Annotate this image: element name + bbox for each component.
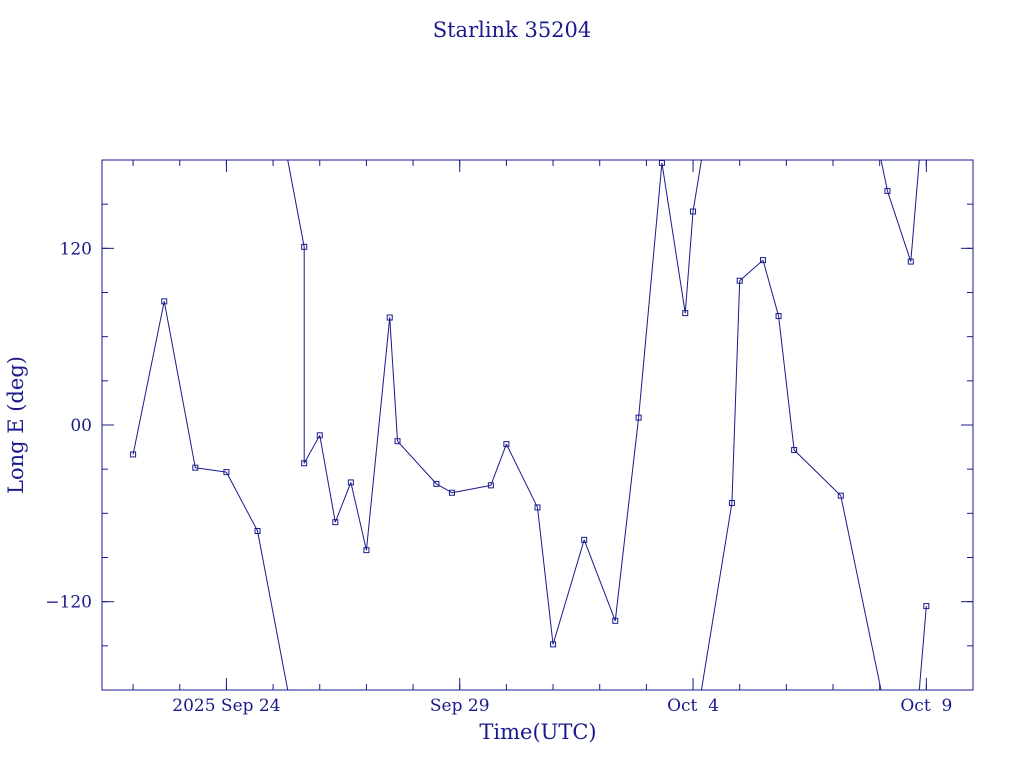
series-segment xyxy=(319,435,336,523)
data-point xyxy=(550,641,557,648)
data-point xyxy=(907,258,914,265)
data-point xyxy=(775,313,782,320)
series-segment xyxy=(334,482,352,523)
series-segment xyxy=(583,539,616,621)
data-point xyxy=(433,480,440,487)
series-segment xyxy=(739,259,764,282)
x-tick-label: 2025 Sep 24 xyxy=(172,696,280,716)
series-segment xyxy=(762,259,780,317)
series-segment xyxy=(700,502,733,690)
y-tick-label: 00 xyxy=(70,416,92,436)
data-point xyxy=(130,451,137,458)
data-point xyxy=(884,187,891,194)
data-point xyxy=(658,160,665,166)
data-point xyxy=(332,519,339,526)
series-segment xyxy=(692,160,702,212)
tick-labels: 2025 Sep 24 Sep 29 Oct 4 Oct 9 120 00 −120 xyxy=(45,239,952,716)
series-segment xyxy=(684,211,694,314)
series-segment xyxy=(389,317,399,442)
y-tick-label: 120 xyxy=(60,239,92,259)
series-segment xyxy=(490,443,507,486)
series-segment xyxy=(910,160,920,262)
data-point xyxy=(223,469,230,476)
series-segment xyxy=(225,471,258,532)
data-point xyxy=(690,208,697,215)
data-point xyxy=(487,482,494,489)
plot-frame xyxy=(101,159,974,691)
series-segment xyxy=(397,440,437,485)
data-point xyxy=(612,617,619,624)
series-segment xyxy=(880,160,888,192)
series-segment xyxy=(451,484,491,494)
y-axis-label: Long E (deg) xyxy=(4,356,28,494)
x-axis-label: Time(UTC) xyxy=(479,720,596,744)
data-point xyxy=(760,257,767,264)
series-segment xyxy=(918,606,927,690)
series-segment xyxy=(257,530,289,690)
x-tick-label: Sep 29 xyxy=(430,696,490,716)
series-segment xyxy=(195,467,227,473)
data-point xyxy=(534,504,541,511)
data-point xyxy=(254,528,261,534)
axis-ticks xyxy=(102,160,974,690)
series-segment xyxy=(365,317,391,551)
data-point xyxy=(448,489,455,496)
y-tick-label: −120 xyxy=(45,593,92,613)
series-segment xyxy=(886,190,912,262)
series-segment xyxy=(287,160,305,247)
series-segment xyxy=(778,315,795,451)
series-segment xyxy=(552,539,585,645)
data-point xyxy=(161,298,168,305)
data-point xyxy=(791,447,798,454)
data-point xyxy=(581,536,588,543)
data-point xyxy=(503,441,510,448)
data-point xyxy=(728,500,735,507)
data-point xyxy=(923,603,930,610)
series-group xyxy=(130,160,930,690)
series-segment xyxy=(537,507,554,645)
series-segment xyxy=(793,449,842,497)
data-point xyxy=(363,547,370,554)
series-segment xyxy=(638,162,663,418)
data-point xyxy=(192,464,199,471)
data-point xyxy=(635,414,642,421)
data-point xyxy=(301,460,308,467)
data-point xyxy=(386,314,393,321)
data-point xyxy=(394,438,401,445)
series-segment xyxy=(350,482,367,551)
series-segment xyxy=(661,162,686,314)
data-point xyxy=(682,310,689,317)
series-segment xyxy=(731,280,741,504)
series-segment xyxy=(163,301,196,468)
series-segment xyxy=(840,495,882,690)
data-point xyxy=(736,277,743,284)
x-tick-label: Oct 4 xyxy=(667,696,719,716)
data-point xyxy=(301,243,308,250)
series-segment xyxy=(303,435,321,464)
series-segment xyxy=(132,301,165,455)
data-point xyxy=(837,492,844,499)
x-tick-label: Oct 9 xyxy=(900,696,952,716)
data-point xyxy=(316,432,323,439)
data-point xyxy=(347,479,354,486)
series-segment xyxy=(505,443,538,508)
chart-title: Starlink 35204 xyxy=(433,18,592,42)
series-segment xyxy=(614,417,640,621)
